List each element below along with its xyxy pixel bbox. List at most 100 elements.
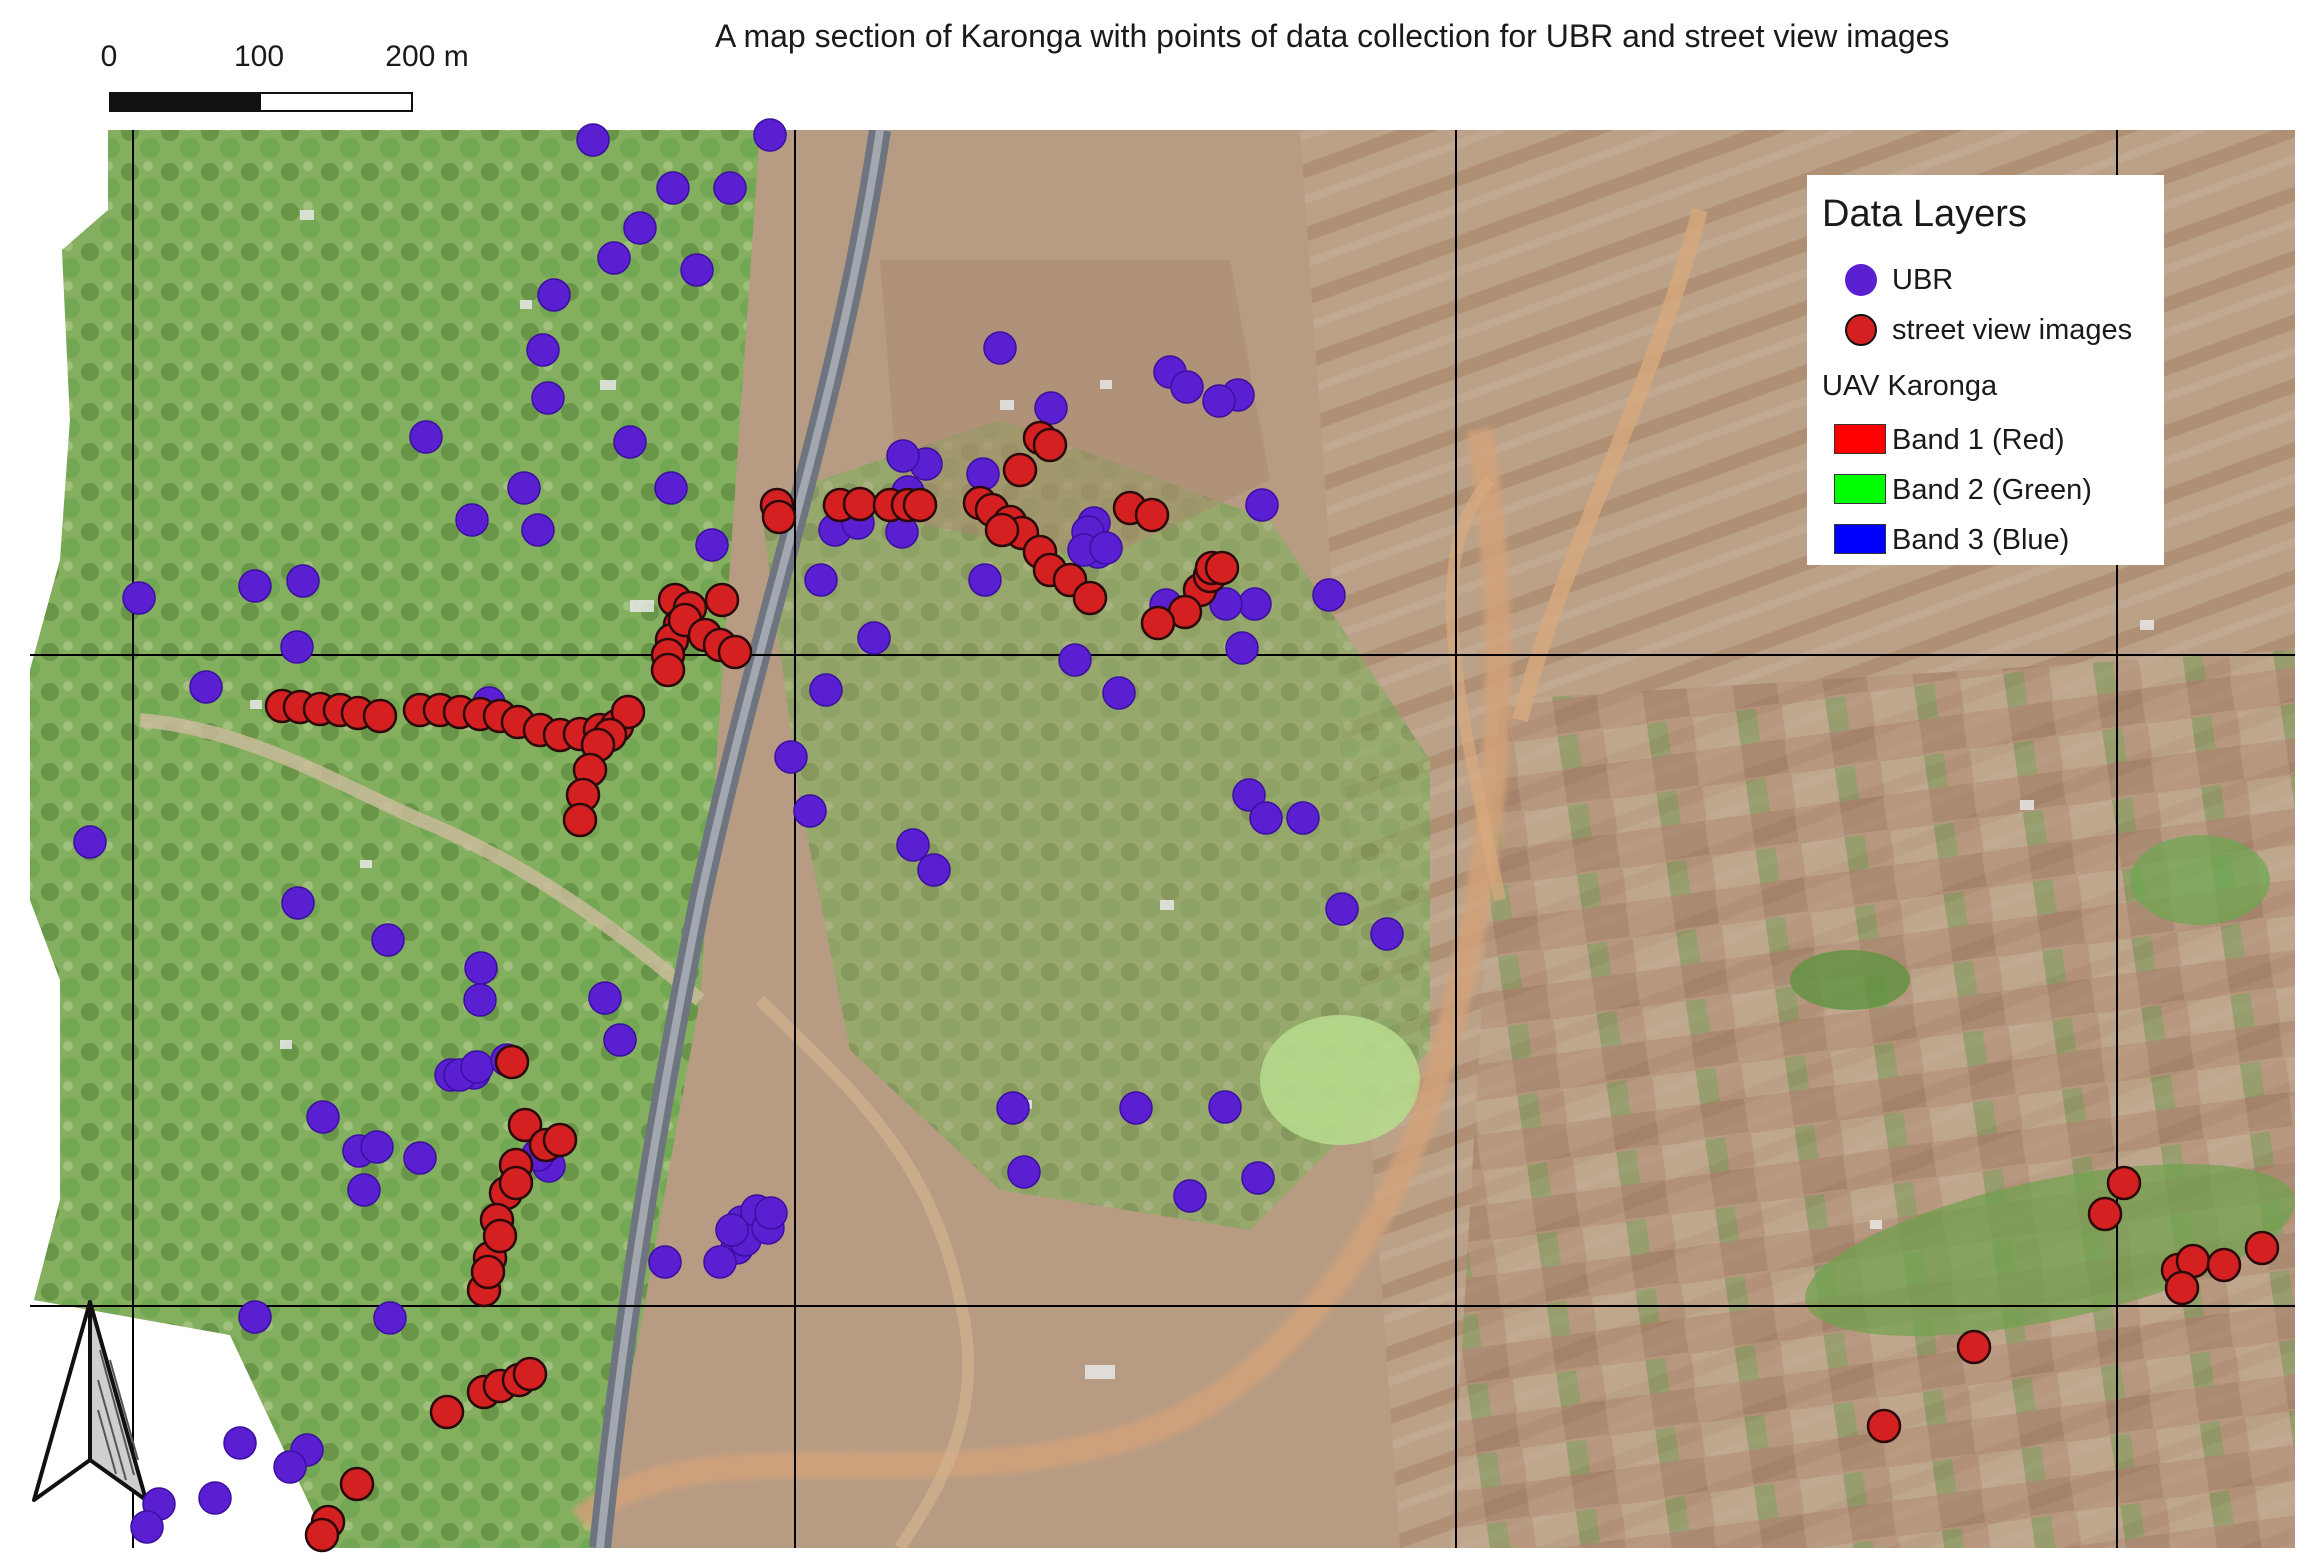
street-view-point[interactable]	[1956, 1329, 1992, 1365]
ubr-point[interactable]	[360, 1130, 394, 1164]
ubr-point[interactable]	[238, 1300, 272, 1334]
ubr-point[interactable]	[521, 513, 555, 547]
street-view-point[interactable]	[362, 698, 398, 734]
ubr-point[interactable]	[130, 1510, 164, 1544]
street-view-point[interactable]	[470, 1254, 506, 1290]
ubr-point[interactable]	[983, 331, 1017, 365]
ubr-point[interactable]	[713, 171, 747, 205]
ubr-point[interactable]	[1241, 1161, 1275, 1195]
ubr-point[interactable]	[804, 563, 838, 597]
ubr-point[interactable]	[455, 503, 489, 537]
ubr-point[interactable]	[613, 425, 647, 459]
street-view-point[interactable]	[498, 1165, 534, 1201]
ubr-point[interactable]	[648, 1245, 682, 1279]
ubr-point[interactable]	[623, 211, 657, 245]
street-view-point[interactable]	[902, 487, 938, 523]
street-view-point[interactable]	[2087, 1196, 2123, 1232]
street-view-point[interactable]	[429, 1394, 465, 1430]
ubr-point[interactable]	[526, 333, 560, 367]
ubr-point[interactable]	[576, 123, 610, 157]
ubr-point[interactable]	[1173, 1179, 1207, 1213]
ubr-point[interactable]	[597, 241, 631, 275]
ubr-point[interactable]	[1202, 384, 1236, 418]
ubr-point[interactable]	[703, 1245, 737, 1279]
ubr-point[interactable]	[753, 118, 787, 152]
ubr-point[interactable]	[460, 1050, 494, 1084]
street-view-point[interactable]	[2244, 1230, 2280, 1266]
street-view-point[interactable]	[610, 694, 646, 730]
ubr-point[interactable]	[286, 564, 320, 598]
ubr-point[interactable]	[857, 621, 891, 655]
ubr-point[interactable]	[273, 1450, 307, 1484]
ubr-point[interactable]	[1245, 488, 1279, 522]
ubr-point[interactable]	[1119, 1091, 1153, 1125]
street-view-point[interactable]	[494, 1044, 530, 1080]
ubr-point[interactable]	[715, 1213, 749, 1247]
street-view-point[interactable]	[1072, 580, 1108, 616]
ubr-point[interactable]	[588, 981, 622, 1015]
ubr-point[interactable]	[373, 1301, 407, 1335]
street-view-point[interactable]	[2206, 1247, 2242, 1283]
street-view-point[interactable]	[1032, 427, 1068, 463]
street-view-point[interactable]	[512, 1356, 548, 1392]
ubr-point[interactable]	[1238, 587, 1272, 621]
street-view-point[interactable]	[304, 1517, 340, 1553]
ubr-point[interactable]	[774, 740, 808, 774]
ubr-point[interactable]	[680, 253, 714, 287]
ubr-point[interactable]	[1225, 631, 1259, 665]
street-view-point[interactable]	[717, 634, 753, 670]
ubr-point[interactable]	[1286, 801, 1320, 835]
street-view-point[interactable]	[984, 512, 1020, 548]
ubr-point[interactable]	[463, 983, 497, 1017]
street-view-point[interactable]	[482, 1218, 518, 1254]
ubr-point[interactable]	[656, 171, 690, 205]
ubr-point[interactable]	[371, 923, 405, 957]
ubr-point[interactable]	[1102, 676, 1136, 710]
ubr-point[interactable]	[996, 1091, 1030, 1125]
street-view-point[interactable]	[2164, 1270, 2200, 1306]
ubr-point[interactable]	[917, 853, 951, 887]
street-view-point[interactable]	[542, 1122, 578, 1158]
ubr-point[interactable]	[403, 1141, 437, 1175]
street-view-point[interactable]	[562, 802, 598, 838]
ubr-point[interactable]	[198, 1481, 232, 1515]
ubr-point[interactable]	[1325, 892, 1359, 926]
ubr-point[interactable]	[754, 1196, 788, 1230]
ubr-point[interactable]	[1232, 778, 1266, 812]
ubr-point[interactable]	[896, 828, 930, 862]
ubr-point[interactable]	[464, 951, 498, 985]
ubr-point[interactable]	[1007, 1155, 1041, 1189]
ubr-point[interactable]	[1312, 578, 1346, 612]
ubr-point[interactable]	[306, 1100, 340, 1134]
ubr-point[interactable]	[189, 670, 223, 704]
street-view-point[interactable]	[339, 1466, 375, 1502]
ubr-point[interactable]	[73, 825, 107, 859]
ubr-point[interactable]	[654, 471, 688, 505]
street-view-point[interactable]	[650, 652, 686, 688]
ubr-point[interactable]	[281, 886, 315, 920]
ubr-point[interactable]	[1170, 370, 1204, 404]
ubr-point[interactable]	[968, 563, 1002, 597]
street-view-point[interactable]	[704, 582, 740, 618]
street-view-point[interactable]	[2106, 1165, 2142, 1201]
ubr-point[interactable]	[280, 630, 314, 664]
ubr-point[interactable]	[223, 1426, 257, 1460]
ubr-point[interactable]	[1058, 643, 1092, 677]
ubr-point[interactable]	[537, 278, 571, 312]
ubr-point[interactable]	[603, 1023, 637, 1057]
street-view-point[interactable]	[1002, 452, 1038, 488]
ubr-point[interactable]	[1089, 531, 1123, 565]
street-view-point[interactable]	[507, 1107, 543, 1143]
ubr-point[interactable]	[531, 381, 565, 415]
ubr-point[interactable]	[122, 581, 156, 615]
street-view-point[interactable]	[1134, 497, 1170, 533]
ubr-point[interactable]	[1370, 917, 1404, 951]
ubr-point[interactable]	[409, 420, 443, 454]
ubr-point[interactable]	[793, 794, 827, 828]
street-view-point[interactable]	[1866, 1408, 1902, 1444]
ubr-point[interactable]	[347, 1173, 381, 1207]
street-view-point[interactable]	[1204, 550, 1240, 586]
street-view-point[interactable]	[761, 499, 797, 535]
ubr-point[interactable]	[1249, 801, 1283, 835]
street-view-point[interactable]	[1140, 605, 1176, 641]
